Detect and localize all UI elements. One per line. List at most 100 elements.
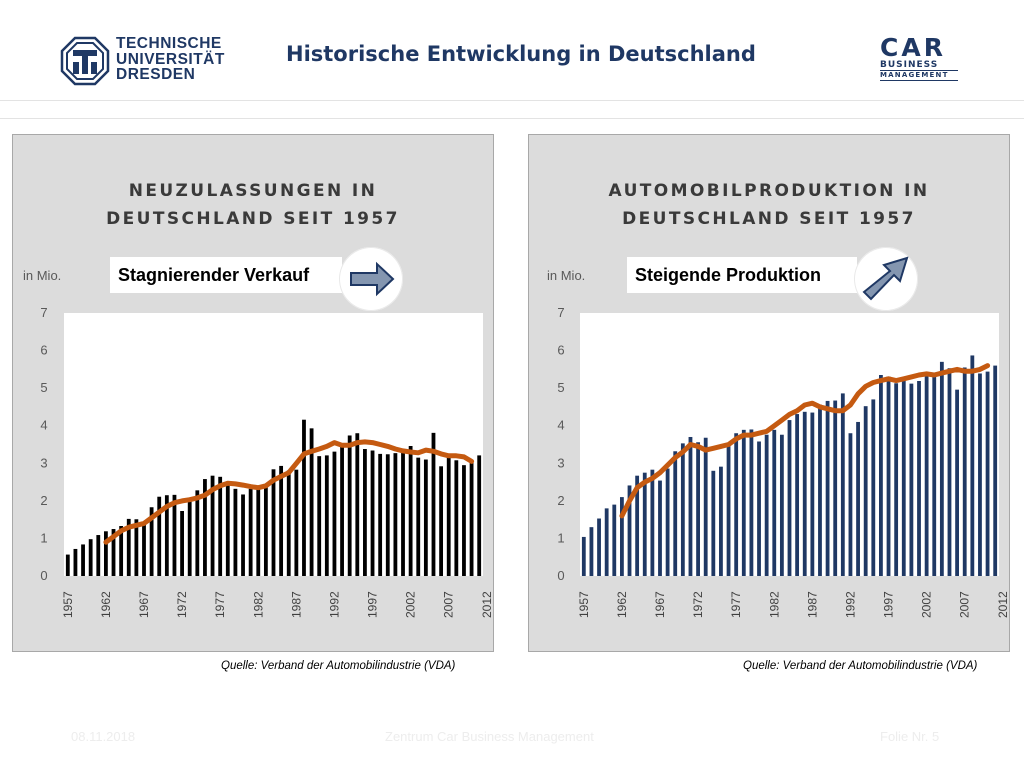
bar-1964 — [635, 475, 640, 576]
arrow-badge — [339, 247, 403, 311]
bar-1961 — [96, 535, 101, 576]
y-tick-label: 5 — [557, 380, 564, 395]
x-tick-label: 2012 — [480, 591, 494, 618]
trend-line — [103, 439, 475, 545]
x-tick-label: 1972 — [691, 591, 705, 618]
y-tick-label: 7 — [40, 305, 47, 320]
bar-1988 — [302, 419, 306, 576]
tu-dresden-logo: TECHNISCHE UNIVERSITÄT DRESDEN — [60, 36, 230, 88]
bar-1981 — [764, 434, 769, 576]
bar-1998 — [894, 383, 899, 576]
bar-2007 — [446, 456, 451, 576]
bar-1966 — [650, 469, 655, 576]
x-tick-label: 1982 — [767, 591, 781, 618]
trend-line — [619, 363, 991, 519]
bar-1970 — [680, 443, 685, 576]
bar-1991 — [324, 455, 329, 576]
bar-1981 — [248, 488, 253, 576]
panel-title-line-1: NEUZULASSUNGEN IN — [128, 181, 378, 201]
bar-1996 — [879, 374, 883, 576]
bar-1987 — [810, 412, 815, 576]
bar-1957 — [65, 554, 70, 576]
bar-1971 — [172, 494, 177, 576]
bar-1975 — [203, 479, 207, 576]
bar-1989 — [309, 428, 314, 576]
bar-1973 — [187, 498, 192, 576]
y-tick-label: 4 — [557, 418, 564, 433]
y-tick-label: 6 — [40, 343, 47, 358]
y-tick-label: 0 — [40, 568, 47, 583]
bar-1976 — [210, 475, 215, 576]
bar-1993 — [856, 421, 860, 576]
bar-1966 — [134, 519, 139, 576]
bar-1999 — [901, 377, 906, 576]
x-tick-label: 1997 — [366, 591, 380, 618]
bar-1993 — [340, 444, 344, 576]
bar-1990 — [317, 456, 322, 576]
panel-title-line-2: DEUTSCHLAND SEIT 1957 — [106, 209, 400, 229]
bar-1971 — [688, 436, 693, 576]
bar-1978 — [741, 429, 746, 576]
tu-line-2: UNIVERSITÄT — [116, 50, 225, 68]
bar-1967 — [142, 524, 146, 576]
bar-2003 — [416, 457, 421, 576]
footer-center: Zentrum Car Business Management — [385, 729, 594, 744]
y-tick-label: 3 — [557, 455, 564, 470]
x-tick-label: 2002 — [920, 591, 934, 618]
bar-1992 — [332, 451, 337, 576]
bar-1967 — [658, 480, 662, 576]
bar-1977 — [218, 476, 223, 576]
x-tick-label: 1977 — [213, 591, 227, 618]
bar-1973 — [703, 437, 708, 576]
bar-1984 — [787, 420, 792, 576]
callout-label: Stagnierender Verkauf — [110, 257, 342, 293]
y-tick-label: 2 — [557, 493, 564, 508]
arrow-up-right-icon — [862, 256, 909, 301]
x-tick-label: 2007 — [442, 591, 456, 618]
bar-1988 — [818, 404, 822, 576]
bar-1972 — [180, 511, 184, 576]
bar-2011 — [993, 365, 998, 576]
panel-title-line-1: AUTOMOBILPRODUKTION IN — [608, 181, 930, 201]
bar-2011 — [477, 455, 482, 576]
bar-1986 — [802, 411, 807, 576]
header-divider-bottom — [0, 118, 1024, 119]
bar-2004 — [939, 361, 944, 576]
callout-label: Steigende Produktion — [627, 257, 857, 293]
bar-2008 — [970, 355, 975, 576]
bar-1989 — [825, 400, 830, 576]
bar-2008 — [454, 460, 459, 576]
bar-1968 — [665, 468, 670, 576]
bar-1982 — [772, 429, 777, 576]
bar-1969 — [157, 496, 162, 576]
car-business-management-logo: CAR BUSINESS MANAGEMENT — [880, 35, 962, 90]
tu-dresden-wordmark: TECHNISCHE UNIVERSITÄT DRESDEN — [116, 36, 225, 83]
bar-1961 — [612, 504, 617, 576]
bar-1959 — [81, 544, 85, 576]
x-tick-label: 1972 — [175, 591, 189, 618]
y-tick-label: 4 — [40, 418, 47, 433]
panel-title-line-2: DEUTSCHLAND SEIT 1957 — [622, 209, 916, 229]
bar-1998 — [378, 453, 383, 576]
bar-1994 — [863, 406, 868, 576]
bar-1960 — [604, 508, 609, 576]
bar-1980 — [757, 441, 761, 576]
bar-1995 — [355, 433, 360, 576]
bar-2005 — [431, 432, 436, 576]
bar-1985 — [279, 465, 284, 576]
bar-1992 — [848, 433, 853, 576]
y-tick-label: 2 — [40, 493, 47, 508]
y-tick-label: 0 — [557, 568, 564, 583]
footer-date: 08.11.2018 — [71, 729, 136, 744]
page-title: Historische Entwicklung in Deutschland — [286, 42, 756, 66]
bar-1957 — [581, 536, 586, 576]
bar-1983 — [779, 434, 784, 576]
source-note-right: Quelle: Verband der Automobilindustrie (… — [743, 660, 978, 672]
bar-1972 — [696, 442, 700, 576]
panel-neuzulassungen: NEUZULASSUNGEN IN DEUTSCHLAND SEIT 1957 … — [12, 134, 494, 652]
bar-1958 — [73, 548, 78, 576]
chart-automobilproduktion: 0 1 2 3 4 5 6 7 1957 1962 1967 1972 1977 1982 1987 1992… — [557, 305, 1009, 618]
x-tick-label: 1962 — [99, 591, 113, 618]
bar-1962 — [619, 497, 624, 576]
bar-1975 — [719, 466, 723, 576]
